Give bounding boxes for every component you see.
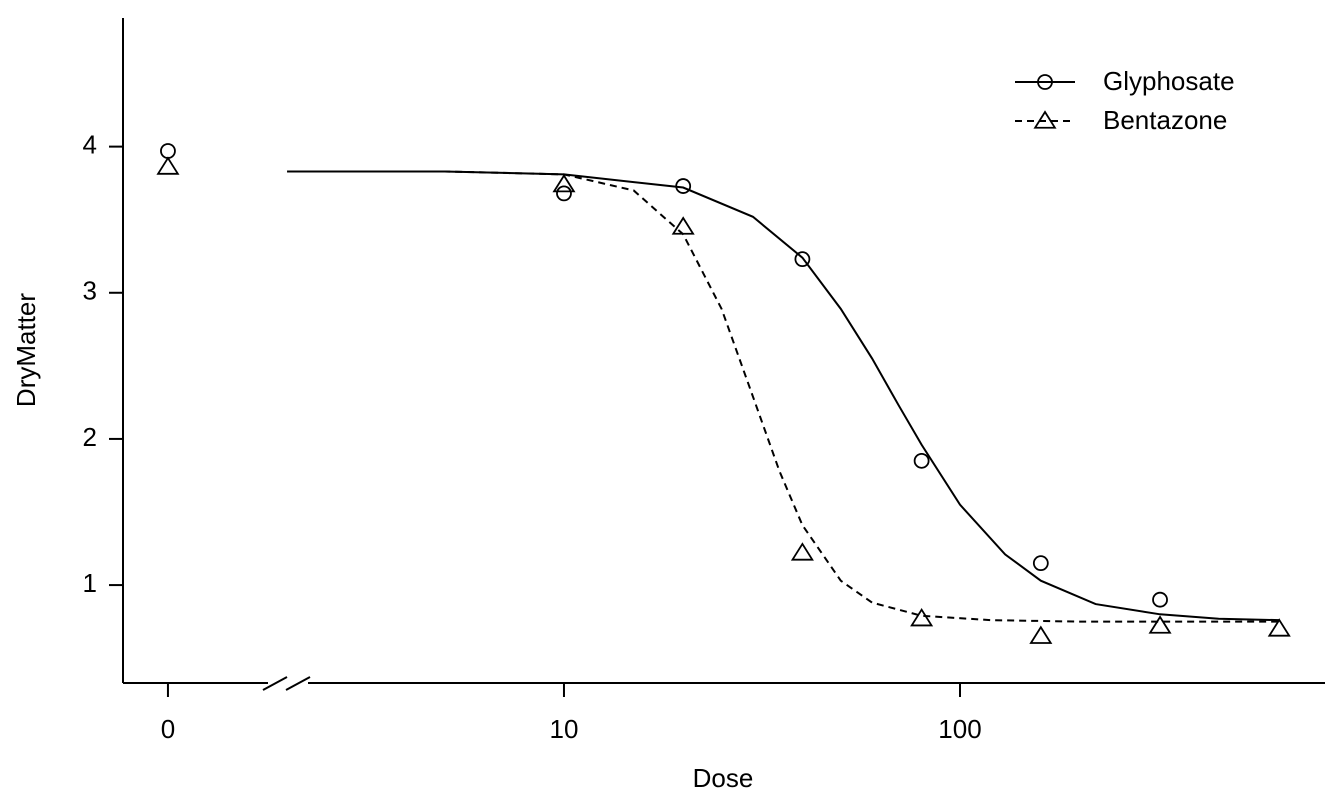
x-axis-label: Dose bbox=[693, 763, 754, 793]
point bbox=[790, 542, 814, 561]
y-axis-label: DryMatter bbox=[11, 293, 41, 407]
x-tick-label: 10 bbox=[550, 714, 579, 744]
point bbox=[910, 608, 934, 627]
y-tick-label: 2 bbox=[83, 422, 97, 452]
legend-label: Bentazone bbox=[1103, 105, 1227, 135]
x-tick-label: 0 bbox=[161, 714, 175, 744]
x-tick-label: 100 bbox=[938, 714, 981, 744]
axis-break-gap bbox=[268, 676, 308, 690]
axis-break bbox=[285, 676, 311, 691]
point bbox=[552, 173, 576, 193]
point bbox=[1152, 591, 1168, 608]
legend-label: Glyphosate bbox=[1103, 66, 1235, 96]
point bbox=[675, 178, 692, 194]
point bbox=[1032, 555, 1049, 572]
point bbox=[1267, 618, 1291, 637]
axis-break bbox=[262, 676, 288, 691]
point bbox=[671, 216, 695, 235]
point bbox=[156, 156, 180, 175]
y-tick-label: 4 bbox=[83, 129, 97, 159]
y-tick-label: 3 bbox=[83, 276, 97, 306]
fitted-curve bbox=[287, 170, 1280, 622]
point bbox=[794, 251, 811, 268]
point bbox=[160, 143, 176, 159]
fitted-curve bbox=[287, 170, 1280, 623]
y-tick-label: 1 bbox=[83, 568, 97, 598]
point bbox=[1029, 625, 1053, 644]
point bbox=[913, 452, 930, 469]
point bbox=[556, 185, 572, 202]
legend-marker bbox=[1033, 110, 1057, 129]
legend-marker bbox=[1037, 74, 1053, 90]
point bbox=[1148, 615, 1172, 634]
